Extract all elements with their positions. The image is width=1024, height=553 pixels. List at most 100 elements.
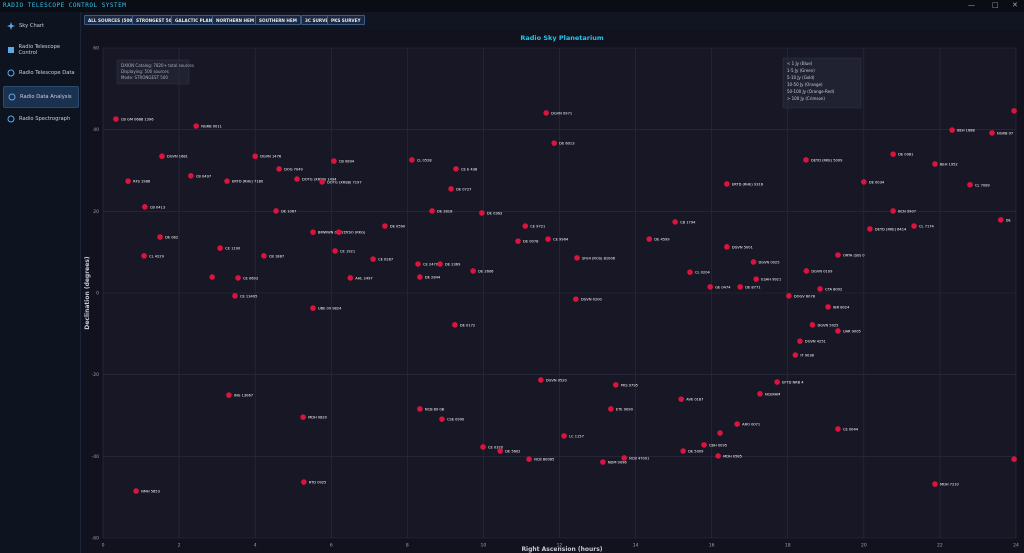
source-label: CE 1190 xyxy=(225,247,241,251)
filter-button[interactable]: NORTHERN HEM xyxy=(212,15,259,25)
source-point xyxy=(621,455,627,461)
y-tick-label: -20 xyxy=(92,372,99,378)
app-title: RADIO TELESCOPE CONTROL SYSTEM xyxy=(3,2,127,9)
source-label: CB 0497 xyxy=(196,174,211,178)
source-label: UAR 9005 xyxy=(843,329,861,333)
source-point xyxy=(551,140,557,146)
source-label: DE 2818 xyxy=(437,209,453,213)
source-point xyxy=(252,153,258,160)
legend-entry: 5-10 Jy (Gold) xyxy=(787,75,815,80)
source-point xyxy=(1011,456,1017,462)
source-point xyxy=(437,261,443,267)
source-point xyxy=(932,481,938,487)
source-label: EFTD NRB 4 xyxy=(782,381,804,385)
source-label: IBR 8024 xyxy=(833,305,850,309)
source-point xyxy=(734,421,740,427)
source-label: DE 0590 xyxy=(390,225,406,229)
nav-icon xyxy=(8,47,14,53)
source-label: AVE 0187 xyxy=(686,398,703,402)
filter-button[interactable]: SOUTHERN HEM xyxy=(255,15,301,25)
source-point xyxy=(515,238,521,244)
source-point xyxy=(479,210,485,216)
source-label: CE 0287 xyxy=(378,258,393,262)
source-point xyxy=(157,234,163,240)
nav-icon xyxy=(7,115,15,123)
source-point xyxy=(300,414,306,420)
source-point xyxy=(347,275,354,281)
source-point xyxy=(613,382,619,388)
nav-icon xyxy=(7,69,15,77)
legend-entry: 50-100 Jy (Orange-Red) xyxy=(787,89,835,94)
x-tick-label: 10 xyxy=(481,543,487,549)
source-label: DE 4599 xyxy=(654,238,670,242)
source-label: CB 0413 xyxy=(150,205,165,209)
source-point xyxy=(890,151,896,157)
maximize-button[interactable]: □ xyxy=(992,1,999,9)
source-label: CE 9721 xyxy=(530,225,545,229)
close-button[interactable]: ✕ xyxy=(1012,1,1018,9)
nav-item[interactable]: Radio Spectrograph xyxy=(3,109,77,129)
nav-icon xyxy=(8,93,16,101)
legend-entry: 10-50 Jy (Orange) xyxy=(787,82,823,87)
y-tick-label: 20 xyxy=(93,209,99,215)
filter-button[interactable]: PKS SURVEY xyxy=(327,15,365,25)
info-box xyxy=(116,59,190,85)
source-label: CL 4229 xyxy=(149,254,165,258)
source-point xyxy=(331,158,337,164)
chart-title: Radio Sky Planetarium xyxy=(520,34,603,42)
source-label: MDH 0820 xyxy=(308,416,328,420)
source-label: DGVN 4251 xyxy=(805,340,826,344)
source-label: CB 1794 xyxy=(680,220,696,224)
source-point xyxy=(803,268,810,274)
source-label: CTA 8092 xyxy=(825,287,842,291)
source-label: CE 0044 xyxy=(843,427,859,431)
source-label: DGVN 5025 xyxy=(817,323,838,327)
source-point xyxy=(294,176,300,182)
source-label: NCB 89 0B xyxy=(425,407,445,411)
source-label: PKS 0795 xyxy=(621,383,638,387)
nav-item[interactable]: Radio Telescope Control xyxy=(3,40,77,60)
source-label: CB GM 0688 1396 xyxy=(121,118,154,122)
source-label: CB 1887 xyxy=(269,254,284,258)
source-point xyxy=(382,223,388,229)
x-axis-label: Right Ascension (hours) xyxy=(521,546,602,553)
source-label: DE 5602 xyxy=(505,450,520,454)
source-point xyxy=(545,236,551,242)
source-point xyxy=(125,178,131,184)
source-label: ETE 0090 xyxy=(616,407,634,411)
source-point xyxy=(133,488,139,494)
x-tick-label: 18 xyxy=(785,543,791,549)
source-point xyxy=(452,322,458,328)
nav-item[interactable]: Radio Telescope Data xyxy=(3,63,77,83)
source-label: SFE4 (ROS) 81006 xyxy=(582,256,616,260)
source-point xyxy=(470,268,476,274)
source-label: DE 5009 xyxy=(688,450,704,454)
nav-item[interactable]: Radio Data Analysis xyxy=(3,86,79,108)
source-label: DGVN 1476 xyxy=(260,155,282,159)
source-point xyxy=(453,166,459,172)
source-point xyxy=(417,274,423,280)
nav-item[interactable]: Sky Chart xyxy=(3,16,77,36)
x-tick-label: 4 xyxy=(254,543,257,549)
minimize-button[interactable]: — xyxy=(968,1,975,9)
sidebar: Sky Chart Radio Telescope Control Radio … xyxy=(0,12,81,553)
source-label: ING 13067 xyxy=(234,394,253,398)
source-label: CE 0693 xyxy=(243,276,258,280)
source-point xyxy=(786,293,792,299)
source-label: BCN 9907 xyxy=(898,209,916,213)
legend-entry: 1-5 Jy (Green) xyxy=(787,68,815,73)
source-label: NGRB 07 xyxy=(997,131,1013,135)
source-point xyxy=(672,219,678,225)
source-point xyxy=(792,352,799,358)
x-tick-label: 14 xyxy=(633,543,639,549)
source-point xyxy=(817,286,823,292)
source-label: LC 1157 xyxy=(569,434,584,438)
source-label: DGVN 1681 xyxy=(167,155,188,159)
source-point xyxy=(750,259,757,265)
source-label: DYSO (RKG) xyxy=(344,231,366,235)
source-point xyxy=(448,186,454,192)
source-label: CL 0204 xyxy=(695,271,711,275)
source-point xyxy=(310,229,316,235)
source-label: DE 0172 xyxy=(460,323,475,327)
